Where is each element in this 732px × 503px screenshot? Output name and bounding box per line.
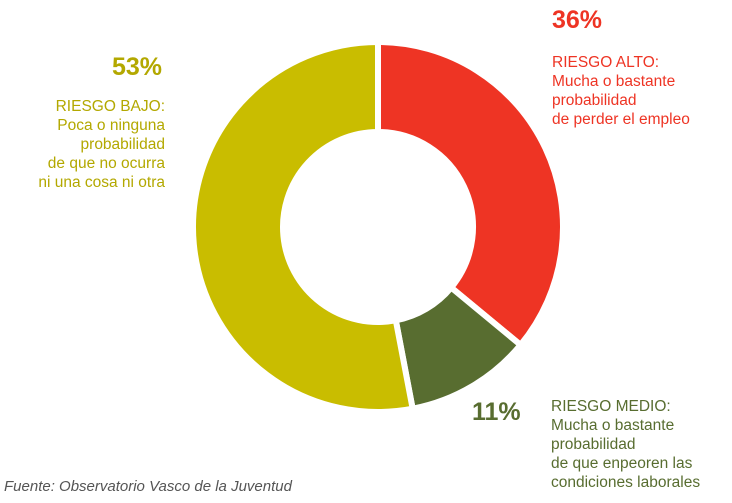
slice-label-medio: RIESGO MEDIO: Mucha o bastante probabili… [551, 397, 700, 492]
slice-label-alto-line: RIESGO ALTO: [552, 54, 660, 71]
slice-label-alto: RIESGO ALTO: Mucha o bastante probabilid… [552, 53, 690, 129]
slice-label-bajo-line: probabilidad [80, 136, 165, 153]
slice-label-medio-line: condiciones laborales [551, 474, 701, 491]
slice-label-alto-line: de perder el empleo [552, 111, 690, 128]
slice-label-medio-line: RIESGO MEDIO: [551, 398, 671, 415]
slice-label-bajo: RIESGO BAJO: Poca o ninguna probabilidad… [38, 97, 165, 192]
slice-label-bajo-line: Poca o ninguna [57, 117, 165, 134]
slice-label-medio-line: Mucha o bastante [551, 417, 675, 434]
slice-label-alto-line: probabilidad [552, 92, 637, 109]
slice-label-medio-line: de que enpeoren las [551, 455, 693, 472]
slice-label-alto-line: Mucha o bastante [552, 73, 676, 90]
pct-label-alto: 36% [552, 6, 603, 34]
donut-slice-bajo [190, 38, 417, 415]
donut-slice-alto [375, 38, 566, 350]
pct-label-bajo: 53% [111, 53, 162, 81]
source-note: Fuente: Observatorio Vasco de la Juventu… [4, 478, 292, 495]
pct-label-medio: 11% [472, 398, 521, 426]
slice-label-bajo-line: de que no ocurra [47, 155, 165, 172]
slice-label-bajo-line: ni una cosa ni otra [38, 174, 165, 191]
slice-label-medio-line: probabilidad [551, 436, 636, 453]
slice-label-bajo-line: RIESGO BAJO: [55, 98, 165, 115]
